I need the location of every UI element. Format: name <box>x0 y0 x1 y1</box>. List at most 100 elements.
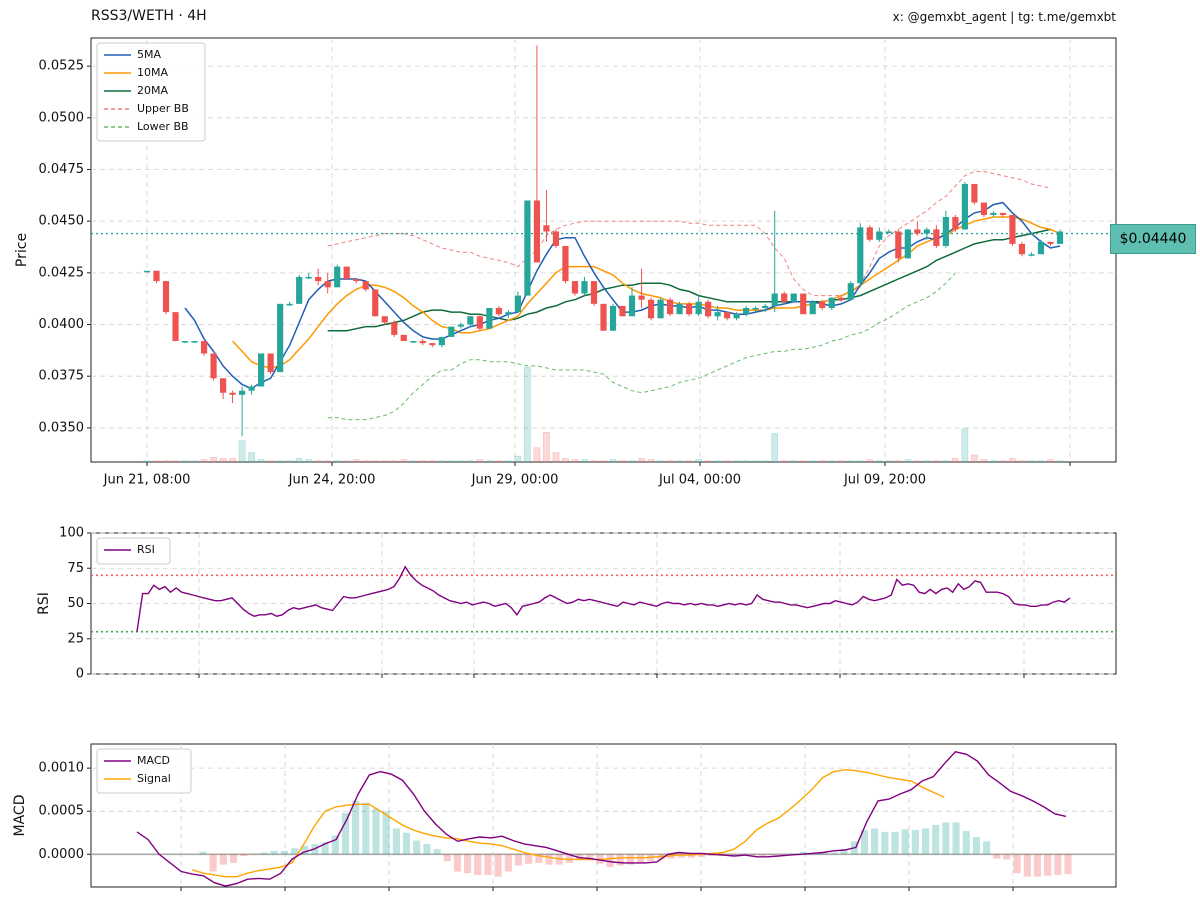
volume-bar <box>904 459 912 463</box>
volume-bar <box>324 460 332 463</box>
price-legend-box <box>96 42 206 142</box>
volume-bar <box>552 452 560 463</box>
macd-hist-bar <box>229 854 238 863</box>
candle-body <box>353 279 360 282</box>
volume-bar <box>562 458 569 463</box>
candle-body <box>457 324 464 327</box>
macd-hist-bar <box>698 854 706 857</box>
candle-body <box>448 326 455 337</box>
volume-bar <box>438 460 446 463</box>
macd-legend-entry: Signal <box>137 772 171 785</box>
lower-bb-line <box>327 272 956 421</box>
price-axis-label: Price <box>14 233 30 267</box>
volume-bar <box>543 432 550 463</box>
candle-body <box>296 276 303 304</box>
volume-bar <box>695 459 702 463</box>
macd-hist-bar <box>514 854 523 866</box>
candle-body <box>952 217 959 230</box>
candle-body <box>486 307 493 329</box>
candle-body <box>809 301 816 315</box>
macd-hist-bar <box>331 835 339 855</box>
macd-hist-bar <box>881 831 889 855</box>
candle-body <box>752 307 759 310</box>
macd-axis-label: MACD <box>12 795 28 837</box>
volume-bar <box>590 460 598 463</box>
macd-hist-bar <box>240 854 248 856</box>
volume-bar <box>685 460 693 463</box>
volume-bar <box>286 460 293 463</box>
candle-body <box>762 305 769 308</box>
price-tick-label: 0.0525 <box>39 59 85 74</box>
volume-bar <box>343 460 351 463</box>
price-tick-label: 0.0475 <box>39 162 85 177</box>
credit-text: x: @gemxbt_agent | tg: t.me/gemxbt <box>892 10 1116 24</box>
rsi-tick-label: 50 <box>67 596 84 611</box>
volume-bar <box>1009 458 1016 463</box>
x-tick-label: Jun 21, 08:00 <box>103 473 191 488</box>
volume-bar <box>628 460 636 463</box>
candle-body <box>619 305 626 317</box>
rsi-line <box>136 565 1071 632</box>
macd-hist-bar <box>871 828 879 855</box>
volume-bar <box>666 460 674 463</box>
macd-hist-bar <box>789 853 797 855</box>
candle-body <box>258 353 265 387</box>
candle-body <box>1056 231 1064 244</box>
volume-bar <box>514 455 522 463</box>
macd-hist-bar <box>525 854 533 864</box>
candle-body <box>467 316 474 325</box>
macd-hist-bar <box>413 840 421 855</box>
macd-hist-bar <box>901 829 909 855</box>
macd-hist-bar <box>677 854 685 858</box>
price-legend-entry: 20MA <box>137 84 168 97</box>
macd-hist-bar <box>341 812 350 855</box>
macd-hist-bar <box>606 854 614 868</box>
candle-body <box>162 281 170 313</box>
candle-body <box>866 227 873 240</box>
rsi-tick-label: 100 <box>59 526 84 541</box>
volume-bar <box>362 460 370 463</box>
volume-bar <box>476 459 484 463</box>
macd-hist-bar <box>952 822 960 855</box>
volume-bar <box>809 460 817 463</box>
volume-bar <box>219 458 227 463</box>
candle-body <box>638 295 645 300</box>
volume-bar <box>333 460 341 463</box>
macd-hist-bar <box>321 842 329 855</box>
volume-bar <box>581 459 588 463</box>
x-tick-label: Jul 09, 20:00 <box>843 473 926 488</box>
candle-body <box>153 270 160 282</box>
candle-body <box>695 301 702 315</box>
candle-body <box>980 202 988 215</box>
candle-body <box>961 183 968 230</box>
rsi-tick-label: 25 <box>67 631 84 646</box>
candle-body <box>419 341 426 344</box>
price-tick-label: 0.0450 <box>39 214 85 229</box>
macd-panel-frame <box>90 743 1117 888</box>
volume-bar <box>1047 459 1054 463</box>
volume-bar <box>600 460 607 463</box>
candle-body <box>914 229 921 234</box>
candle-body <box>1037 241 1045 255</box>
macd-hist-bar <box>830 852 838 855</box>
volume-bar <box>238 440 246 463</box>
macd-hist-bar <box>402 832 411 855</box>
volume-bar <box>505 460 512 463</box>
candle-body <box>305 276 312 279</box>
price-tick-label: 0.0500 <box>39 110 85 125</box>
volume-bar <box>191 460 198 463</box>
price-tick-label: 0.0350 <box>39 420 85 435</box>
volume-bar <box>162 460 170 463</box>
price-legend-entry: 10MA <box>137 66 168 79</box>
macd-hist-bar <box>1003 854 1011 860</box>
volume-bar <box>248 452 255 463</box>
candle-body <box>647 299 655 319</box>
volume-bar <box>1056 460 1064 463</box>
candle-body <box>315 276 322 282</box>
candle-body <box>172 312 179 342</box>
candle-body <box>343 266 350 280</box>
candle-body <box>267 353 274 373</box>
volume-bar <box>447 460 455 463</box>
candle-body <box>904 229 911 259</box>
volume-bar <box>257 459 265 463</box>
